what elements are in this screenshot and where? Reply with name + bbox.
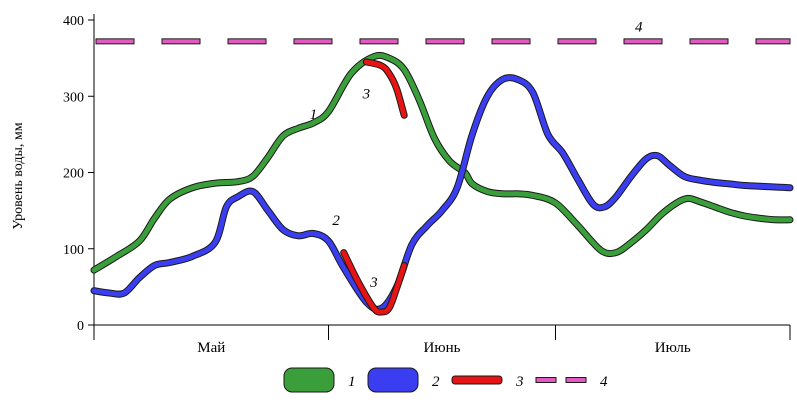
- series-4-dash: [161, 38, 201, 45]
- series-4-dash: [359, 38, 399, 45]
- series-2-line: [91, 75, 793, 312]
- series-2-label: 2: [332, 213, 340, 229]
- legend-label: 1: [348, 374, 356, 390]
- series-2-line-outline: [90, 74, 794, 313]
- series-4-dash: [95, 38, 135, 45]
- series-4-dash: [623, 38, 663, 45]
- legend-swatch-dash: [565, 377, 587, 383]
- month-label: Июль: [655, 340, 691, 356]
- month-label: Май: [197, 340, 225, 356]
- series-3-segment-2: [341, 250, 407, 315]
- legend-swatch-dash: [535, 377, 557, 383]
- series-4-dash: [227, 38, 267, 45]
- series-4-dash: [293, 38, 333, 45]
- series-4-dash: [755, 38, 791, 45]
- legend-swatch: [451, 375, 503, 385]
- series-3-segment-1: [363, 59, 407, 118]
- series-4-dash: [425, 38, 465, 45]
- y-tick-label: 0: [77, 319, 84, 334]
- series-3-label-1: 3: [362, 87, 371, 103]
- legend-swatch: [283, 367, 335, 393]
- axes: 0 100 200 300 400 Май Июнь Июль: [63, 14, 791, 356]
- curve-labels: 1 2 3 3 4: [310, 19, 643, 290]
- series-layer: [90, 38, 794, 316]
- series-1-line-outline: [90, 51, 794, 274]
- legend-label: 2: [432, 374, 440, 390]
- legend-label: 3: [515, 374, 524, 390]
- series-1-label: 1: [310, 107, 318, 123]
- series-4-dash: [689, 38, 729, 45]
- y-tick-label: 200: [63, 167, 84, 182]
- series-4-dash: [557, 38, 597, 45]
- y-tick-label: 300: [63, 90, 84, 105]
- y-axis-label: Уровень воды, мм: [11, 122, 26, 229]
- y-tick-label: 400: [63, 14, 84, 29]
- series-3-label-2: 3: [369, 275, 378, 291]
- series-4-label: 4: [635, 19, 643, 35]
- month-label: Июнь: [424, 340, 461, 356]
- legend: 1 2 3 4: [283, 367, 608, 393]
- series-1-line: [91, 52, 793, 273]
- series-4-dash: [491, 38, 531, 45]
- legend-swatch: [367, 367, 419, 393]
- legend-label: 4: [600, 374, 608, 390]
- y-tick-label: 100: [63, 243, 84, 258]
